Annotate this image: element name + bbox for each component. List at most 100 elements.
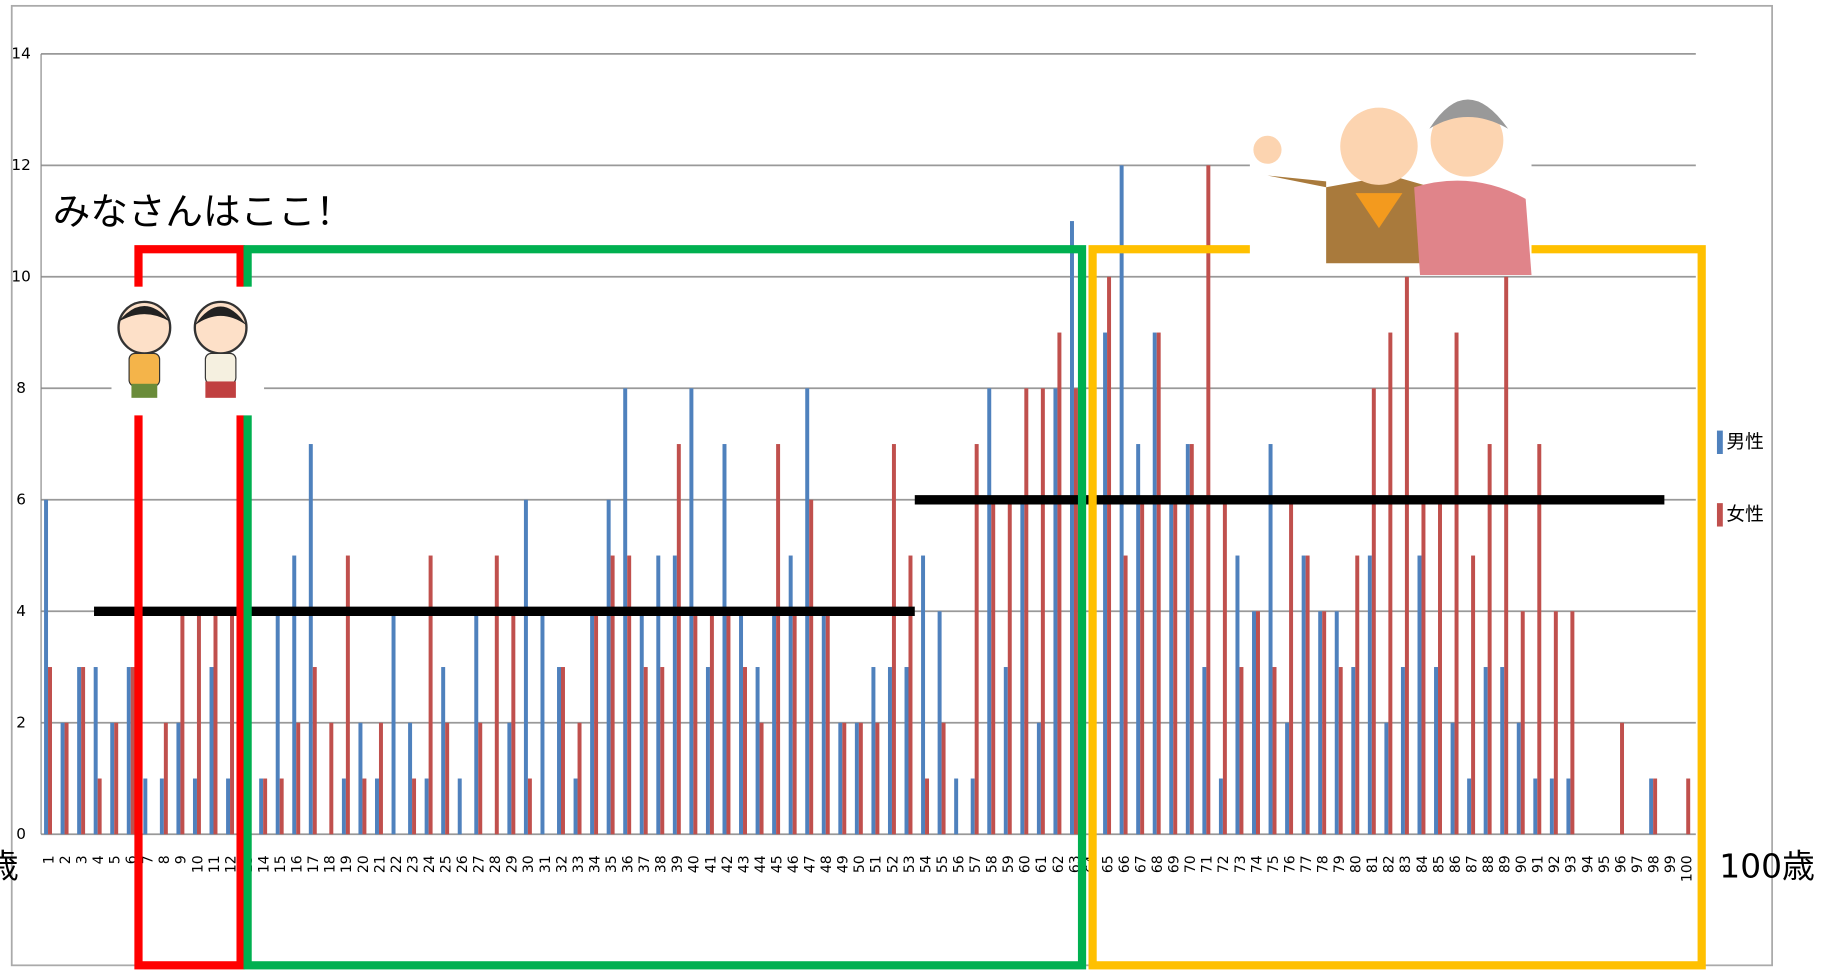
x-tick-label: 47 (803, 855, 819, 873)
bar (573, 778, 578, 835)
x-tick-label: 97 (1630, 855, 1646, 873)
bar (511, 611, 516, 835)
bar (329, 722, 334, 835)
bar (1367, 555, 1372, 835)
bar (842, 722, 847, 835)
bar (1450, 722, 1455, 835)
seniors-illustration (1249, 87, 1532, 275)
annotation: みなさんはここ！ (53, 190, 353, 234)
x-tick-label: 52 (885, 855, 901, 873)
x-tick-label: 53 (902, 855, 918, 873)
bar (1549, 778, 1554, 835)
bar (1053, 388, 1058, 835)
bar (672, 555, 677, 835)
x-tick-label: 95 (1597, 855, 1613, 873)
x-tick-label: 71 (1200, 855, 1216, 873)
x-tick-label: 8 (157, 855, 173, 864)
bar (1467, 778, 1472, 835)
bar (1553, 611, 1558, 835)
bar (610, 555, 615, 835)
bar (722, 444, 727, 835)
bar (1123, 555, 1128, 835)
x-tick-label: 6 (124, 855, 140, 864)
bar (1487, 444, 1492, 835)
x-tick-label: 50 (852, 855, 868, 873)
x-tick-label: 65 (1100, 855, 1116, 873)
bar (1057, 332, 1062, 835)
bar (60, 722, 65, 835)
bar (1355, 555, 1360, 835)
x-tick-label: 87 (1464, 855, 1480, 873)
bar (1218, 778, 1223, 835)
bar (1156, 332, 1161, 835)
child-box (134, 245, 245, 970)
bar (788, 555, 793, 835)
bar (441, 667, 446, 835)
x-tick-label: 57 (968, 855, 984, 873)
bar (792, 611, 797, 835)
bar (871, 667, 876, 835)
bar (457, 778, 462, 835)
x-tick-label: 15 (273, 855, 289, 873)
bar (126, 667, 131, 835)
x-tick-label: 62 (1051, 855, 1067, 873)
x-tick-label: 7 (141, 855, 157, 864)
bar (1252, 611, 1256, 835)
bar (1417, 555, 1422, 835)
x-tick-label: 89 (1498, 855, 1514, 873)
bar (192, 778, 197, 835)
x-tick-label: 94 (1580, 855, 1596, 873)
legend-swatch (1716, 503, 1723, 527)
x-tick-label: 75 (1266, 855, 1282, 873)
bar (362, 778, 367, 835)
x-tick-label: 32 (554, 855, 570, 873)
bar (226, 778, 231, 835)
bar (180, 611, 185, 835)
x-tick-label: 27 (472, 855, 488, 873)
bar (494, 555, 499, 835)
bar (279, 778, 284, 835)
y-tick-label: 6 (16, 490, 26, 508)
bar (838, 722, 843, 835)
bar (1239, 667, 1244, 835)
bar (1169, 499, 1174, 835)
x-tick-label: 4 (91, 855, 107, 864)
bar (987, 388, 992, 835)
bar (230, 611, 235, 835)
y-tick-label: 0 (16, 825, 26, 843)
bar (1334, 611, 1339, 835)
bar (275, 611, 280, 835)
x-tick-label: 73 (1233, 855, 1249, 873)
decorations (111, 87, 1706, 970)
bar (1024, 388, 1029, 835)
bar (1255, 611, 1260, 835)
bar (1533, 778, 1538, 835)
x-tick-label: 45 (769, 855, 785, 873)
bar (408, 722, 413, 835)
x-tick-label: 2 (58, 855, 74, 864)
bar (560, 667, 565, 835)
bar (739, 611, 744, 835)
bar (606, 499, 611, 835)
bar (1007, 499, 1012, 835)
bar (1620, 722, 1625, 835)
bar (1537, 444, 1542, 835)
bar (1202, 667, 1207, 835)
bar (726, 611, 731, 835)
bar (1500, 667, 1505, 835)
bar (130, 667, 135, 835)
bar (904, 667, 909, 835)
y-tick-label: 2 (16, 713, 26, 731)
bar (1686, 778, 1691, 835)
bar (1434, 667, 1439, 835)
legend-label: 女性 (1726, 504, 1764, 525)
x-tick-label: 23 (405, 855, 421, 873)
x-tick-label: 48 (819, 855, 835, 873)
x-tick-label: 55 (935, 855, 951, 873)
bar (1400, 667, 1405, 835)
x-tick-label: 18 (323, 855, 339, 873)
x-tick-label: 16 (290, 855, 306, 873)
x-tick-label: 22 (389, 855, 405, 873)
bar (1069, 221, 1074, 835)
x-tick-label: 91 (1531, 855, 1547, 873)
